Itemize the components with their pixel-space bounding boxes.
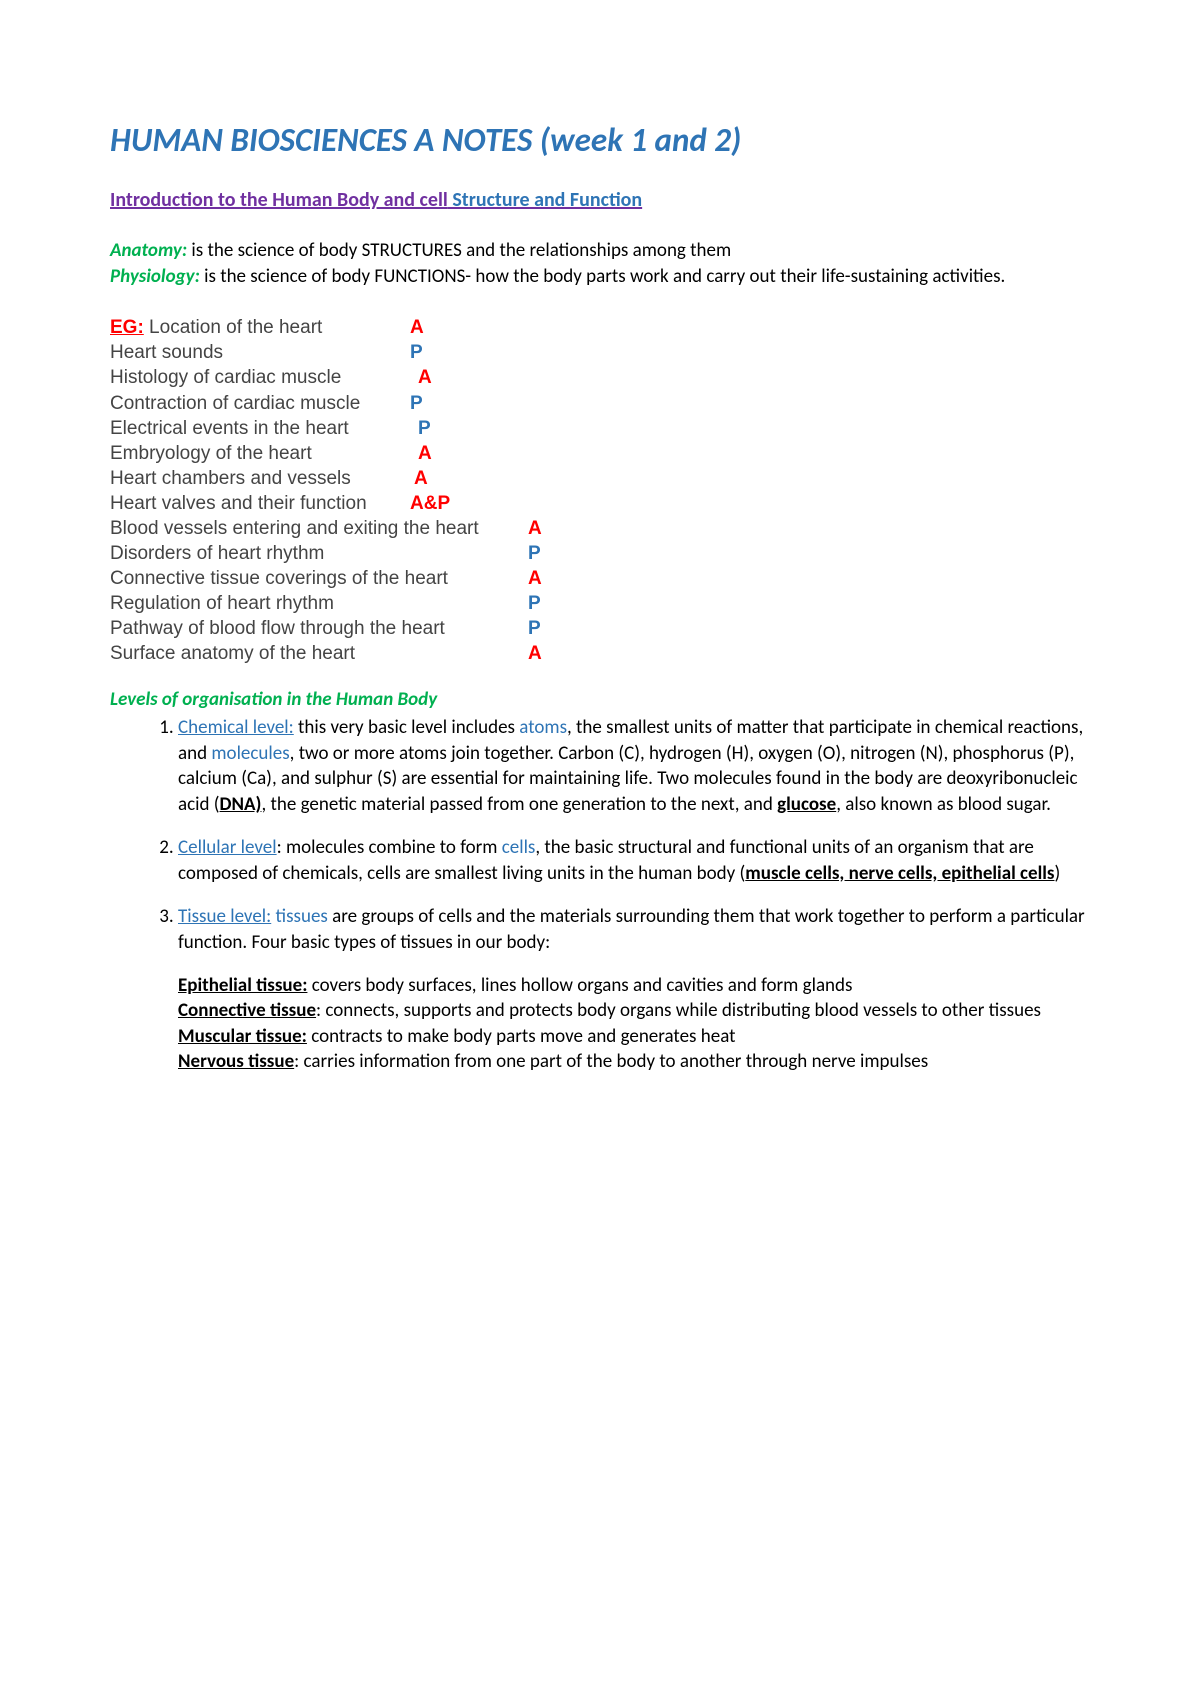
example-row: Regulation of heart rhythmP: [110, 591, 1090, 616]
keyword-cells: cells: [502, 836, 536, 859]
example-label: Embryology of the heart: [110, 441, 418, 466]
example-label: Heart chambers and vessels: [110, 466, 414, 491]
example-row: Embryology of the heartA: [110, 441, 1090, 466]
example-row: Heart valves and their functionA&P: [110, 491, 1090, 516]
text: : molecules combine to form: [277, 836, 502, 859]
example-code: P: [410, 391, 423, 416]
example-row: Electrical events in the heartP: [110, 416, 1090, 441]
example-code: A: [410, 315, 424, 340]
example-label: Connective tissue coverings of the heart: [110, 566, 528, 591]
example-label: Heart sounds: [110, 340, 410, 365]
level-item-cellular: Cellular level: molecules combine to for…: [178, 835, 1090, 886]
example-row: Blood vessels entering and exiting the h…: [110, 516, 1090, 541]
epithelial-desc: covers body surfaces, lines hollow organ…: [307, 974, 852, 997]
example-code: P: [528, 541, 541, 566]
physiology-text: is the science of body FUNCTIONS- how th…: [200, 265, 1006, 288]
example-row: Pathway of blood flow through the heartP: [110, 616, 1090, 641]
section-prefix: Introduction to the Human Body and cell: [110, 188, 448, 212]
level-item-chemical: Chemical level: this very basic level in…: [178, 715, 1090, 817]
example-label: Histology of cardiac muscle: [110, 365, 418, 390]
physiology-term: Physiology:: [110, 265, 200, 288]
keyword-dna: DNA): [220, 793, 262, 816]
example-label: Surface anatomy of the heart: [110, 641, 528, 666]
level-name: Tissue level:: [178, 905, 271, 928]
levels-heading: Levels of organisation in the Human Body: [110, 688, 1090, 711]
page-title: HUMAN BIOSCIENCES A NOTES (week 1 and 2): [110, 120, 1090, 160]
tissue-types-block: Epithelial tissue: covers body surfaces,…: [110, 973, 1090, 1075]
epithelial-term: Epithelial tissue:: [178, 974, 307, 997]
levels-list: Chemical level: this very basic level in…: [110, 715, 1090, 955]
example-row: Heart chambers and vesselsA: [110, 466, 1090, 491]
text: , also known as blood sugar.: [836, 793, 1051, 816]
level-name: Cellular level: [178, 836, 277, 859]
example-code: A: [528, 641, 542, 666]
example-code: P: [410, 340, 423, 365]
examples-list: EG: Location of the heartAHeart soundsPH…: [110, 315, 1090, 666]
section-suffix: Structure and Function: [448, 188, 642, 212]
definitions-block: Anatomy: is the science of body STRUCTUR…: [110, 238, 1090, 289]
example-label: Blood vessels entering and exiting the h…: [110, 516, 528, 541]
connective-term: Connective tissue: [178, 999, 316, 1022]
example-label: Disorders of heart rhythm: [110, 541, 528, 566]
example-code: A: [528, 566, 542, 591]
example-label: Regulation of heart rhythm: [110, 591, 528, 616]
example-row: Heart soundsP: [110, 340, 1090, 365]
text: , the genetic material passed from one g…: [261, 793, 777, 816]
example-row: Disorders of heart rhythmP: [110, 541, 1090, 566]
connective-desc: : connects, supports and protects body o…: [316, 999, 1041, 1022]
eg-prefix: EG:: [110, 317, 144, 338]
level-item-tissue: Tissue level: tissues are groups of cell…: [178, 904, 1090, 955]
text: ): [1054, 862, 1060, 885]
anatomy-term: Anatomy:: [110, 239, 187, 262]
section-heading: Introduction to the Human Body and cell …: [110, 188, 1090, 212]
example-label: EG: Location of the heart: [110, 315, 410, 340]
example-code: P: [418, 416, 431, 441]
example-row: EG: Location of the heartA: [110, 315, 1090, 340]
keyword-tissues: tissues: [271, 905, 328, 928]
example-label: Pathway of blood flow through the heart: [110, 616, 528, 641]
example-label: Electrical events in the heart: [110, 416, 418, 441]
example-code: P: [528, 591, 541, 616]
example-code: P: [528, 616, 541, 641]
nervous-desc: : carries information from one part of t…: [294, 1050, 928, 1073]
example-row: Surface anatomy of the heartA: [110, 641, 1090, 666]
keyword-atoms: atoms: [519, 716, 567, 739]
text: this very basic level includes: [294, 716, 520, 739]
example-code: A: [418, 441, 432, 466]
keyword-glucose: glucose: [777, 793, 836, 816]
cell-types: muscle cells, nerve cells, epithelial ce…: [745, 862, 1054, 885]
keyword-molecules: molecules: [211, 742, 289, 765]
level-name: Chemical level:: [178, 716, 294, 739]
example-row: Contraction of cardiac muscleP: [110, 391, 1090, 416]
example-code: A: [528, 516, 542, 541]
muscular-term: Muscular tissue:: [178, 1025, 307, 1048]
example-label: Heart valves and their function: [110, 491, 410, 516]
example-code: A: [418, 365, 432, 390]
muscular-desc: contracts to make body parts move and ge…: [307, 1025, 736, 1048]
example-label: Contraction of cardiac muscle: [110, 391, 410, 416]
example-code: A&P: [410, 491, 450, 516]
example-row: Histology of cardiac muscleA: [110, 365, 1090, 390]
example-code: A: [414, 466, 428, 491]
example-row: Connective tissue coverings of the heart…: [110, 566, 1090, 591]
nervous-term: Nervous tissue: [178, 1050, 294, 1073]
anatomy-text: is the science of body STRUCTURES and th…: [187, 239, 731, 262]
